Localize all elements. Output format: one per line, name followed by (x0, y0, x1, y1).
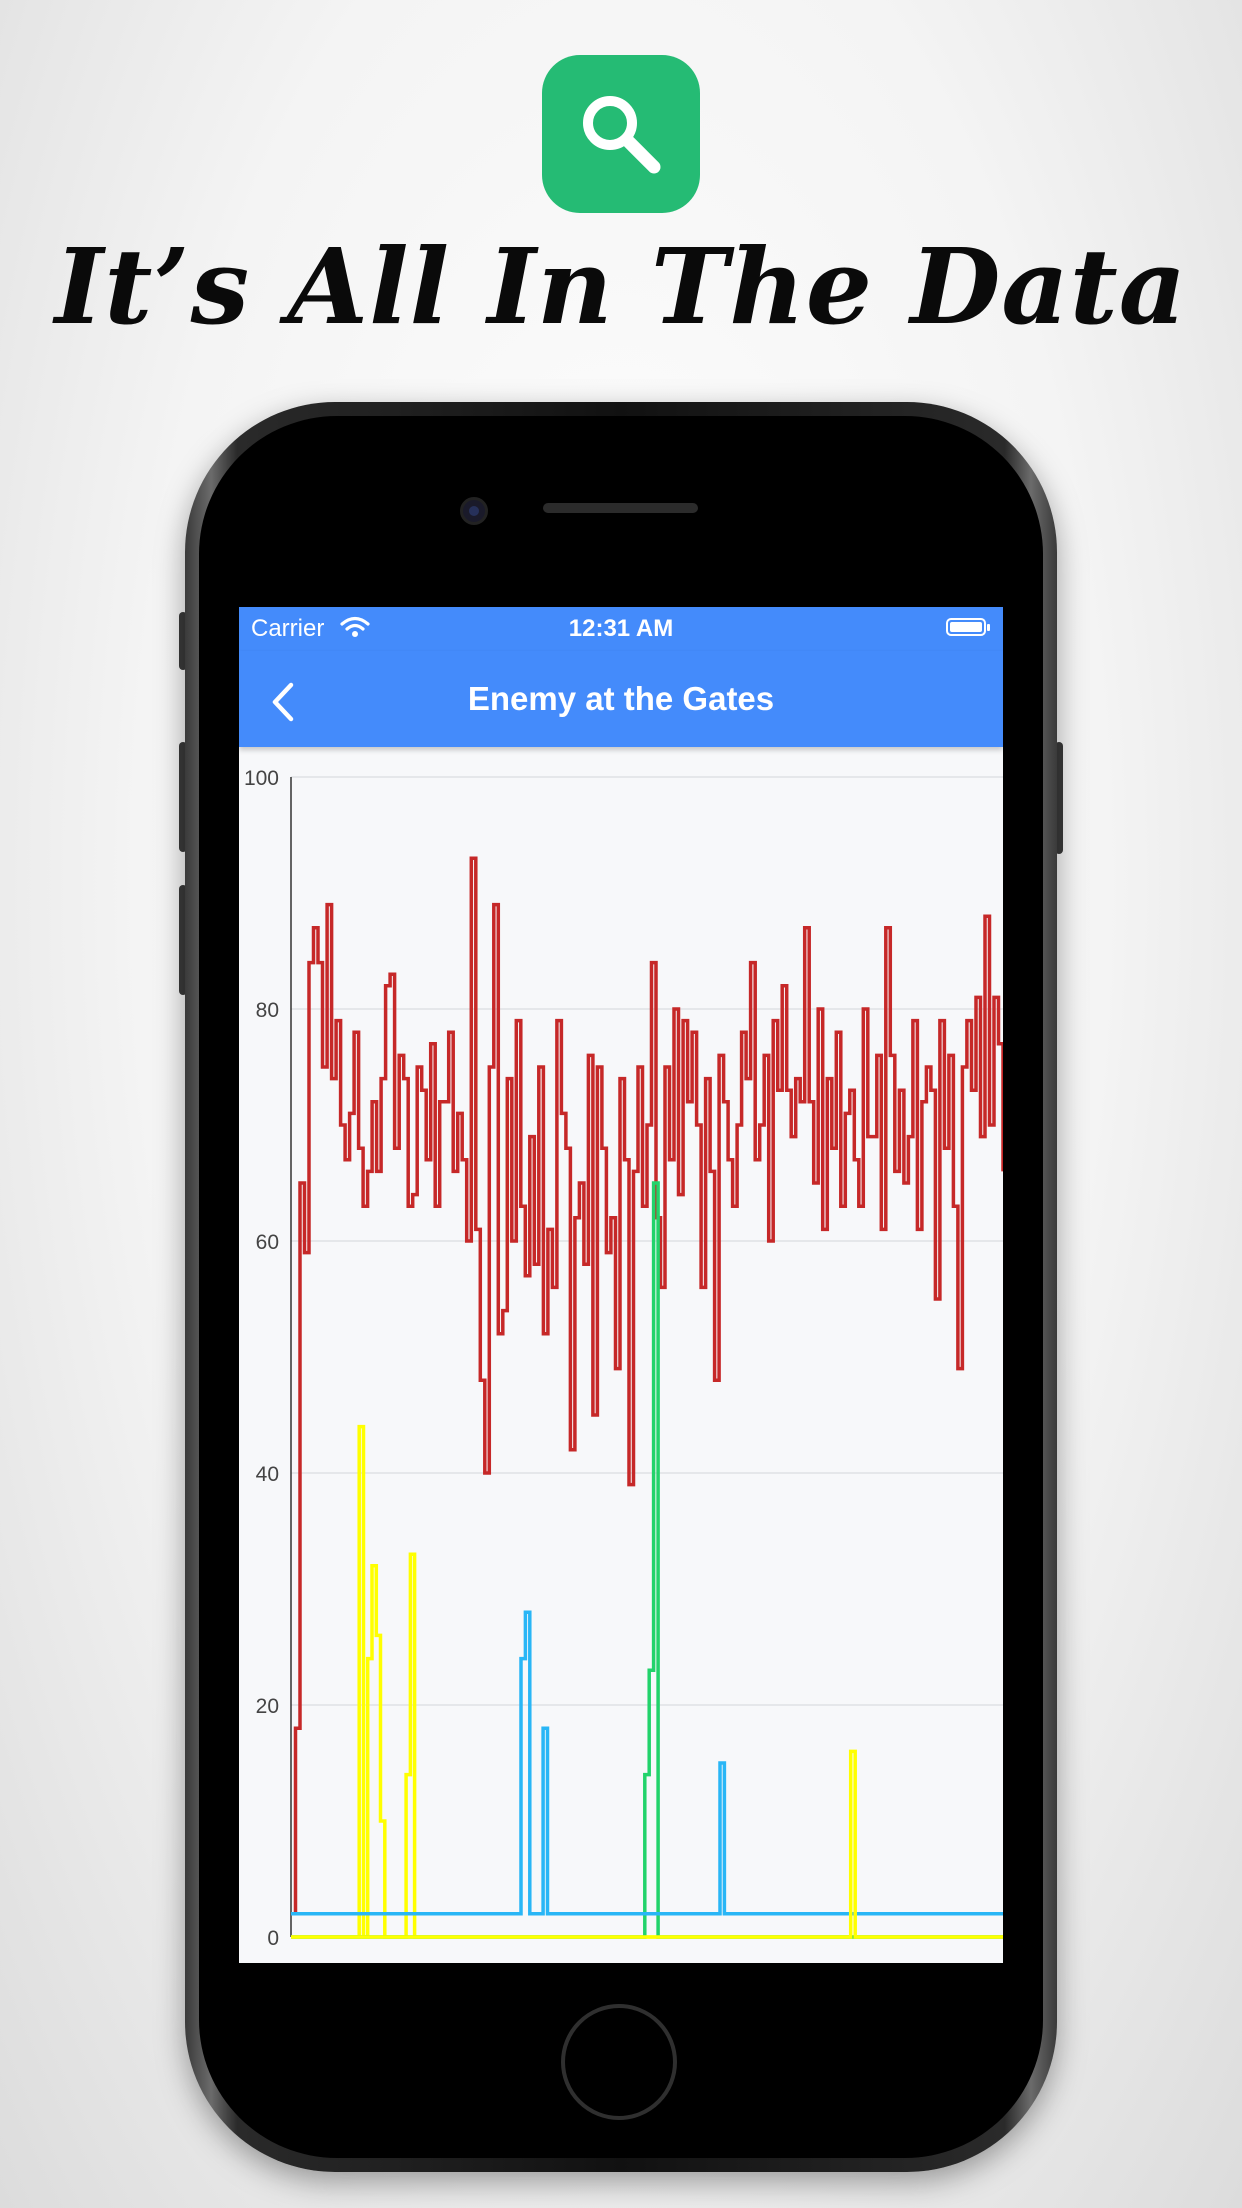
y-tick-label: 40 (256, 1463, 279, 1486)
status-time: 12:31 AM (568, 615, 674, 642)
volume-up-button (179, 742, 187, 852)
volume-down-button (179, 885, 187, 995)
app-screen: Carrier 12:31 AM Enemy at the Gates 0 20 4… (239, 607, 1003, 1963)
series-line-1 (291, 1424, 1003, 1939)
front-camera (460, 497, 488, 525)
headline: It’s All In The Data (54, 225, 1188, 348)
battery-icon (946, 618, 990, 636)
series-line-4 (291, 1749, 1003, 1939)
y-tick-label: 80 (256, 999, 279, 1022)
series-line-2 (291, 1181, 1003, 1939)
y-tick-label: 0 (267, 1927, 279, 1950)
line-chart: 0 20 40 60 80 100 (244, 767, 1003, 1950)
page-title: Enemy at the Gates (467, 680, 775, 717)
series-line-0 (291, 856, 1003, 1916)
carrier-label: Carrier (251, 615, 325, 642)
chevron-left-icon[interactable] (269, 681, 297, 723)
app-icon (542, 55, 700, 213)
navigation-bar: Enemy at the Gates (239, 651, 1003, 747)
silent-switch (179, 612, 187, 670)
wifi-icon (340, 616, 370, 637)
search-icon (583, 96, 661, 174)
power-button (1055, 742, 1063, 854)
home-button[interactable] (561, 2004, 677, 2120)
earpiece-speaker (543, 503, 698, 513)
y-tick-label: 60 (256, 1231, 279, 1254)
y-tick-label: 20 (256, 1695, 279, 1718)
y-tick-label: 100 (244, 767, 279, 790)
series-line-3 (291, 1610, 1003, 1916)
status-bar: Carrier 12:31 AM (239, 607, 1003, 651)
